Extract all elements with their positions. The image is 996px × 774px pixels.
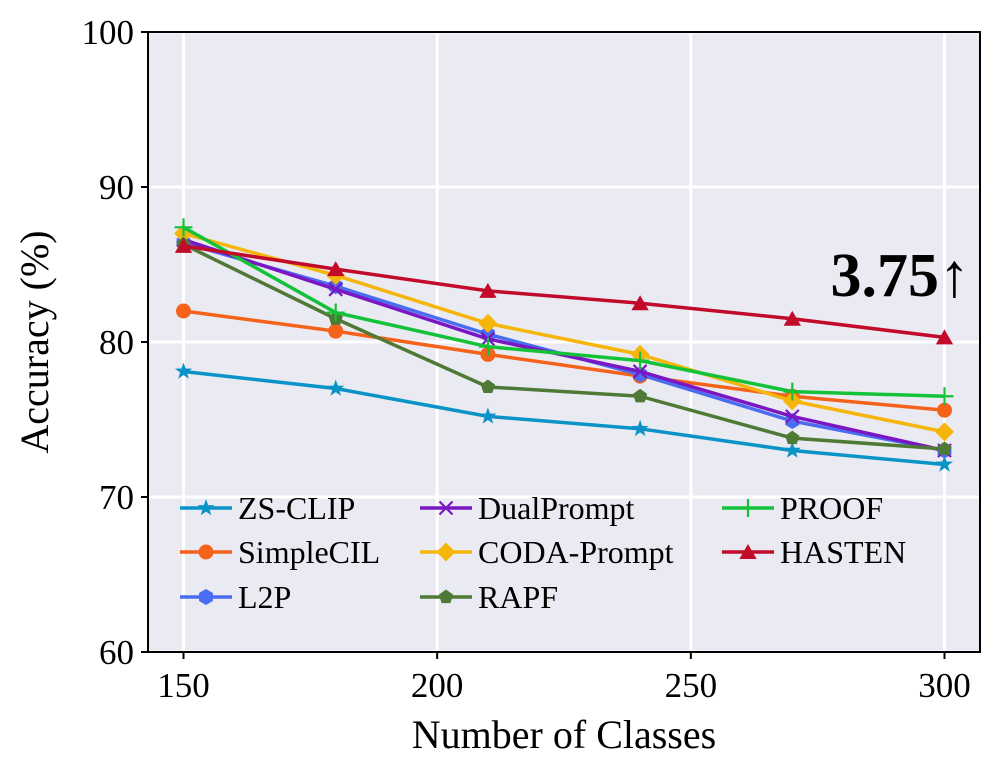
legend-item-l2p: L2P [180, 579, 291, 615]
legend-item-coda-prompt: CODA-Prompt [420, 534, 674, 570]
x-tick-label: 150 [157, 666, 210, 705]
y-tick-label: 100 [82, 13, 135, 52]
data-point-proof [935, 387, 954, 406]
data-point-dualprompt [785, 409, 800, 424]
series-lines [174, 218, 954, 472]
data-point-zs-clip [783, 441, 801, 458]
data-point-zs-clip [479, 407, 497, 424]
y-tick-label: 80 [99, 323, 134, 362]
legend-marker-zs-clip [197, 499, 215, 516]
data-point-hasten [479, 282, 497, 298]
y-tick-label: 90 [99, 168, 134, 207]
data-point-proof [326, 303, 345, 322]
data-point-proof [631, 351, 650, 370]
legend-marker-dualprompt [438, 500, 454, 516]
data-point-coda-prompt [782, 391, 802, 411]
data-point-rapf [480, 379, 496, 394]
legend-label-simplecil: SimpleCIL [238, 534, 380, 570]
data-point-rapf [632, 388, 648, 403]
data-point-simplecil [176, 303, 192, 319]
legend-label-coda-prompt: CODA-Prompt [478, 534, 674, 570]
data-point-hasten [174, 237, 193, 253]
x-axis-label: Number of Classes [412, 712, 716, 757]
legend-item-hasten: HASTEN [722, 534, 906, 570]
data-point-simplecil [936, 402, 952, 418]
data-point-hasten [327, 261, 345, 277]
legend-item-dualprompt: DualPrompt [420, 490, 635, 526]
x-tick-label: 250 [665, 666, 718, 705]
series-zs-clip [174, 362, 954, 472]
data-point-simplecil [328, 323, 344, 339]
legend-marker-hasten [739, 544, 757, 559]
legend-marker-simplecil [198, 544, 214, 560]
series-line-hasten [183, 244, 945, 340]
series-hasten [174, 237, 954, 345]
data-point-zs-clip [935, 455, 954, 472]
improvement-annotation: 3.75↑ [831, 242, 971, 310]
y-axis-label: Accuracy (%) [12, 230, 57, 453]
x-tick-label: 300 [918, 666, 971, 705]
data-point-dualprompt [328, 282, 343, 297]
legend-marker-coda-prompt [436, 542, 456, 562]
legend-marker-rapf [438, 589, 454, 604]
legend-label-zs-clip: ZS-CLIP [238, 490, 355, 526]
legend-item-simplecil: SimpleCIL [180, 534, 380, 570]
legend-label-rapf: RAPF [478, 579, 558, 615]
data-point-proof [783, 382, 802, 401]
data-point-zs-clip [327, 379, 345, 396]
data-point-hasten [631, 295, 649, 311]
legend-item-proof: PROOF [722, 490, 883, 526]
data-point-zs-clip [631, 419, 649, 437]
data-point-rapf [937, 441, 952, 456]
data-point-hasten [935, 329, 954, 345]
legend-marker-l2p [199, 589, 213, 605]
y-tick-label: 60 [99, 633, 134, 672]
legend-label-l2p: L2P [238, 579, 291, 615]
x-tick-label: 200 [411, 666, 464, 705]
series-line-rapf [182, 242, 945, 451]
data-point-zs-clip [174, 362, 193, 379]
legend-item-rapf: RAPF [420, 579, 558, 615]
legend-item-zs-clip: ZS-CLIP [180, 490, 355, 526]
y-tick-label: 70 [99, 478, 134, 517]
legend-label-hasten: HASTEN [780, 534, 906, 570]
series-proof [174, 218, 954, 406]
data-point-coda-prompt [478, 313, 498, 333]
legend: ZS-CLIP SimpleCIL L2P DualPrompt CODA-Prompt… [180, 490, 906, 615]
data-point-proof [478, 337, 497, 356]
data-point-proof [174, 218, 193, 237]
series-line-proof [182, 225, 945, 398]
data-point-coda-prompt [934, 422, 954, 442]
series-line-simplecil [183, 309, 945, 412]
data-point-rapf [785, 430, 800, 445]
legend-marker-proof [739, 499, 757, 517]
data-point-hasten [783, 310, 801, 326]
series-line-zs-clip [183, 369, 945, 467]
axis-ticks: 150 200 250 300 60 70 80 90 100 [82, 13, 971, 705]
legend-label-dualprompt: DualPrompt [478, 490, 635, 526]
data-point-dualprompt [632, 364, 648, 379]
legend-label-proof: PROOF [780, 490, 883, 526]
series-line-coda-prompt [183, 231, 945, 434]
